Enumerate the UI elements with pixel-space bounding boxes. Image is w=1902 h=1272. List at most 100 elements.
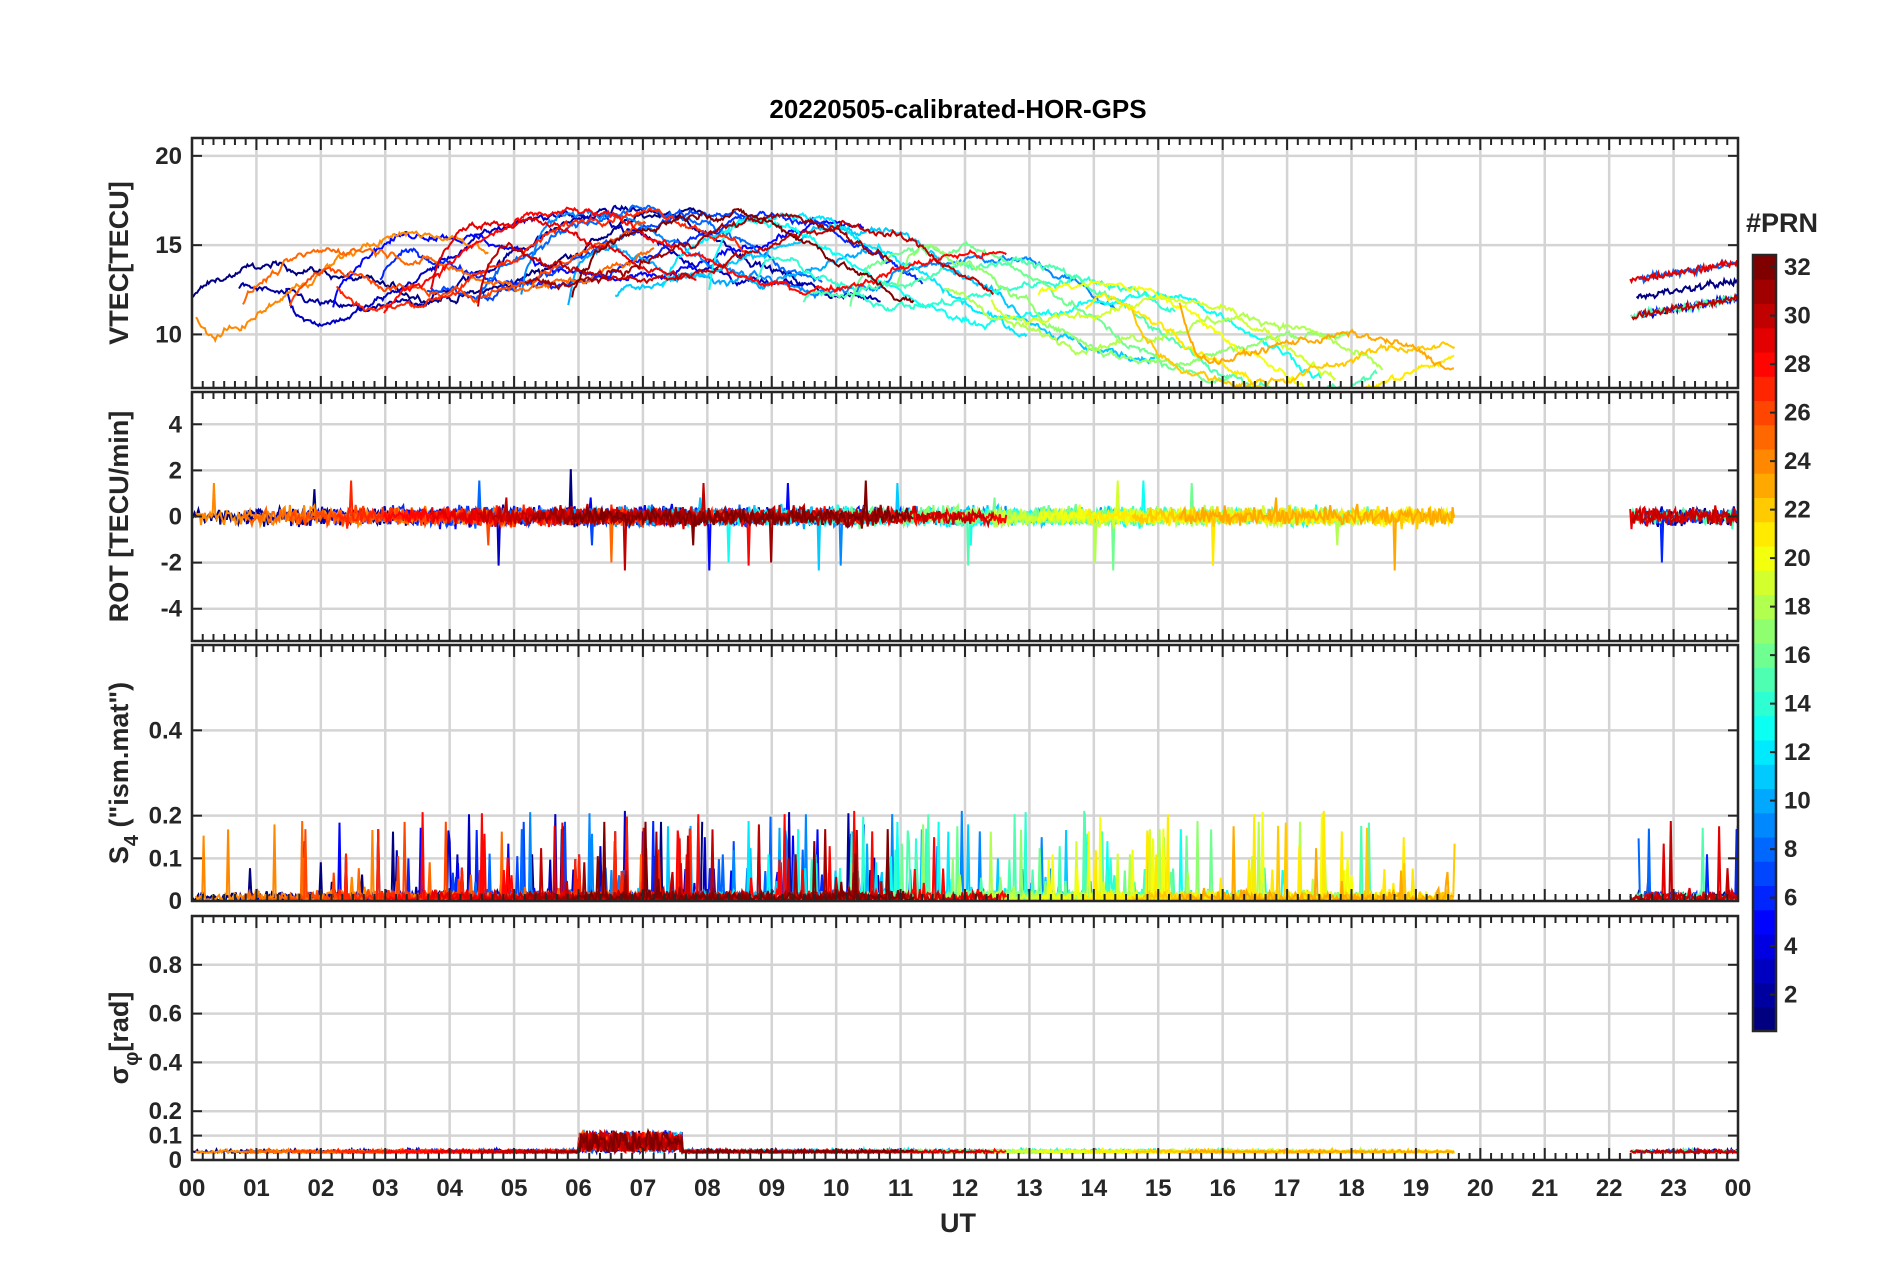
colorbar-swatch	[1753, 691, 1776, 717]
y-tick-label: 4	[169, 411, 183, 438]
y-tick-label: 0	[169, 1147, 182, 1174]
colorbar-tick-label: 24	[1784, 448, 1811, 475]
colorbar-swatch	[1753, 934, 1776, 959]
colorbar-tick-label: 16	[1784, 642, 1811, 669]
colorbar-swatch	[1753, 885, 1776, 911]
x-tick-label: 20	[1467, 1175, 1494, 1202]
colorbar-swatch	[1753, 982, 1776, 1008]
colorbar-tick-label: 10	[1784, 788, 1811, 815]
series-line-prn-24	[195, 230, 489, 344]
chart-title: 20220505-calibrated-HOR-GPS	[769, 94, 1146, 124]
colorbar-swatch	[1753, 570, 1776, 595]
x-tick-label: 10	[823, 1175, 850, 1202]
colorbar-swatch	[1753, 812, 1776, 838]
series-group	[192, 469, 1738, 571]
y-tick-label: 0.1	[149, 1123, 182, 1150]
x-tick-label: 03	[372, 1175, 399, 1202]
colorbar-tick-label: 8	[1784, 836, 1797, 863]
y-axis-label-rot: ROT [TECU/min]	[104, 411, 134, 622]
y-tick-label: 0.4	[149, 1049, 183, 1076]
series-line-prn-32	[571, 480, 914, 546]
x-tick-label: 17	[1274, 1175, 1301, 1202]
series-line-prn-16	[849, 240, 1231, 384]
colorbar-swatch	[1753, 643, 1776, 668]
series-line-prn-30	[1631, 292, 1738, 321]
y-axis-label-s4: S4 ("ism.mat")	[104, 682, 143, 864]
series-line-prn-26	[288, 220, 647, 307]
colorbar-swatch	[1753, 303, 1776, 329]
series-line-prn-12	[661, 211, 1028, 338]
series-line-prn-29	[430, 216, 697, 290]
colorbar-swatch	[1753, 279, 1776, 304]
x-tick-label: 01	[243, 1175, 270, 1202]
colorbar-tick-label: 12	[1784, 739, 1811, 766]
colorbar-swatch	[1753, 352, 1776, 377]
x-tick-label: 08	[694, 1175, 721, 1202]
series-line-prn-23	[1178, 302, 1455, 371]
x-tick-label: 18	[1338, 1175, 1365, 1202]
series-line-prn-15	[802, 255, 1378, 388]
colorbar-tick-label: 2	[1784, 982, 1797, 1009]
colorbar-label: #PRN	[1746, 208, 1818, 238]
colorbar-swatch	[1753, 473, 1776, 498]
colorbar-swatch	[1753, 400, 1776, 426]
series-group	[192, 1127, 1738, 1156]
colorbar-swatch	[1753, 424, 1776, 450]
series-line-prn-32	[571, 821, 915, 901]
x-axis-label: UT	[940, 1208, 976, 1238]
colorbar-swatch	[1753, 618, 1776, 644]
x-tick-label: 13	[1016, 1175, 1043, 1202]
colorbar-tick-label: 32	[1784, 254, 1811, 281]
y-tick-label: 0	[169, 504, 182, 531]
panel-vtec: 10 15 20 VTEC[TECU]	[104, 136, 1740, 390]
colorbar-swatch	[1753, 958, 1776, 983]
colorbar-tick-label: 18	[1784, 594, 1811, 621]
x-tick-label: 00	[179, 1175, 206, 1202]
x-tick-label: 12	[952, 1175, 979, 1202]
x-tick-label: 19	[1403, 1175, 1430, 1202]
colorbar-swatch	[1753, 740, 1776, 765]
series-line-prn-32	[571, 1127, 914, 1155]
x-tick-label: 11	[888, 1175, 913, 1202]
series-line-prn-1	[1635, 276, 1738, 301]
x-tick-label: 09	[758, 1175, 785, 1202]
series-line-prn-30	[1631, 1146, 1738, 1155]
y-tick-label: 0	[169, 888, 182, 915]
x-tick-label: 14	[1080, 1175, 1107, 1202]
y-axis-label-vtec: VTEC[TECU]	[104, 181, 134, 345]
colorbar-swatch	[1753, 909, 1776, 935]
colorbar-swatch	[1753, 594, 1776, 620]
colorbar-swatch	[1753, 715, 1776, 741]
panel-sigphi: 00.10.2 0.4 0.6 0.8σφ[rad]	[104, 914, 1740, 1174]
x-tick-label: 16	[1209, 1175, 1236, 1202]
x-tick-label: 21	[1531, 1175, 1558, 1202]
series-line-prn-19	[990, 294, 1337, 382]
panel-s4: 0 0.1 0.2 0.4S4 ("ism.mat")	[104, 643, 1740, 915]
colorbar-swatch	[1753, 861, 1776, 886]
y-tick-label: 20	[155, 143, 182, 170]
colorbar-swatch	[1753, 255, 1776, 280]
y-tick-label: 0.8	[149, 952, 182, 979]
y-tick-label: -4	[161, 596, 183, 623]
x-tick-label: 00	[1725, 1175, 1752, 1202]
x-tick-label: 07	[630, 1175, 657, 1202]
y-tick-label: 0.2	[149, 803, 182, 830]
y-tick-label: 0.1	[149, 845, 182, 872]
colorbar-tick-label: 30	[1784, 303, 1811, 330]
y-tick-label: 0.6	[149, 1001, 182, 1028]
y-tick-label: 10	[155, 321, 182, 348]
colorbar-swatch	[1753, 449, 1776, 474]
colorbar-tick-label: 6	[1784, 885, 1797, 912]
colorbar-swatch	[1753, 1006, 1776, 1032]
colorbar-swatch	[1753, 667, 1776, 692]
y-tick-label: 0.2	[149, 1098, 182, 1125]
series-line-prn-31	[524, 212, 892, 291]
x-tick-label: 05	[501, 1175, 528, 1202]
colorbar-swatch	[1753, 788, 1776, 814]
x-tick-label: 23	[1660, 1175, 1687, 1202]
series-line-prn-32	[571, 207, 915, 304]
series-line-prn-29	[1629, 258, 1738, 285]
x-tick-label: 02	[307, 1175, 334, 1202]
